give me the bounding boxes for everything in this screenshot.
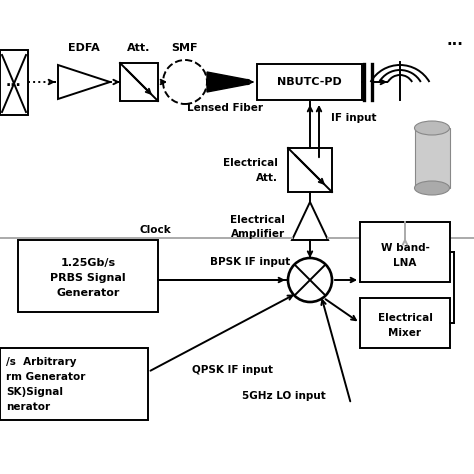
Bar [120,63,158,101]
Bar [360,222,450,282]
Text: Electrical: Electrical [230,215,285,225]
Polygon shape [292,202,328,240]
Bar [257,64,362,100]
Polygon shape [58,65,110,99]
Bar [360,298,450,348]
Text: 1.25Gb/s: 1.25Gb/s [61,258,116,268]
Text: Electrical: Electrical [378,313,432,323]
Text: Mixer: Mixer [389,328,421,338]
Circle shape [288,258,332,302]
Text: SMF: SMF [172,43,198,53]
Text: Generator: Generator [56,288,120,298]
Text: QPSK IF input: QPSK IF input [192,365,273,375]
Text: BPSK IF input: BPSK IF input [210,257,290,267]
Bar [0,348,148,420]
Text: Amplifier: Amplifier [231,229,285,239]
Text: /s  Arbitrary: /s Arbitrary [6,357,76,367]
Ellipse shape [414,181,449,195]
Text: SK)Signal: SK)Signal [6,387,63,397]
Text: ...: ... [447,33,464,47]
Text: IF input: IF input [331,113,376,123]
Text: Clock: Clock [139,225,171,235]
Text: EDFA: EDFA [68,43,100,53]
Text: Lensed Fiber: Lensed Fiber [187,103,263,113]
Bar [18,240,158,312]
Text: Att.: Att. [128,43,151,53]
Text: NBUTC-PD: NBUTC-PD [277,77,341,87]
Bar [288,148,332,192]
Bar [0,50,28,115]
Circle shape [163,60,207,104]
Text: ...: ... [6,75,22,89]
Text: rm Generator: rm Generator [6,372,85,382]
Text: LNA: LNA [393,258,417,268]
Ellipse shape [414,121,449,135]
Text: Att.: Att. [256,173,278,183]
Bar [415,128,450,188]
Text: PRBS Signal: PRBS Signal [50,273,126,283]
Text: 5GHz LO input: 5GHz LO input [242,391,326,401]
Text: W band-: W band- [381,243,429,253]
Polygon shape [207,72,249,92]
Text: Electrical: Electrical [223,158,278,168]
Text: nerator: nerator [6,402,50,412]
